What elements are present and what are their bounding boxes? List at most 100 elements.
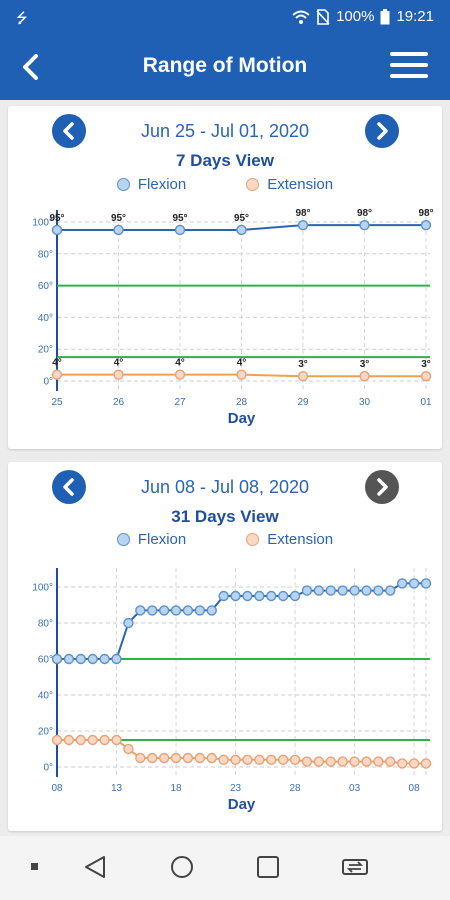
flexion-data-point <box>51 653 63 665</box>
app-header: Range of Motion <box>0 34 450 100</box>
usb-icon: ⭍ <box>16 10 28 26</box>
back-button[interactable] <box>14 50 48 84</box>
hamburger-menu-icon[interactable] <box>390 52 428 82</box>
x-tick-label: 13 <box>111 783 123 794</box>
y-tick-label: 20° <box>38 727 53 738</box>
x-tick-label: 18 <box>170 783 182 794</box>
home-circle-icon[interactable] <box>167 852 197 882</box>
y-tick-label: 80° <box>38 619 53 630</box>
y-tick-label: 100° <box>32 218 53 229</box>
flexion-series-line <box>57 582 426 660</box>
x-tick-label: 23 <box>230 783 242 794</box>
y-tick-label: 100° <box>32 583 53 594</box>
extension-data-point <box>337 756 348 767</box>
chevron-right-icon <box>377 122 388 140</box>
extension-data-point <box>373 756 384 767</box>
x-tick-label: 28 <box>236 397 248 408</box>
y-tick-label: 0° <box>43 763 53 774</box>
flexion-data-point <box>420 578 432 589</box>
view-title: 7 Days View <box>176 151 274 170</box>
previous-month-button[interactable] <box>52 470 86 504</box>
flexion-data-point <box>158 605 170 616</box>
flexion-data-point <box>182 605 194 616</box>
date-range-label: Jun 08 - Jul 08, 2020 <box>140 477 310 497</box>
wifi-icon <box>292 10 310 24</box>
chart-card-31-days: Jun 08 - Jul 08, 2020 31 Days View Flexi… <box>8 462 442 831</box>
flexion-data-point <box>113 224 124 236</box>
flexion-data-point <box>123 617 134 629</box>
flexion-data-label: 95° <box>49 213 64 224</box>
no-sim-icon <box>316 8 330 25</box>
flexion-data-label: 98° <box>418 208 433 219</box>
page-title: Range of Motion <box>142 54 308 77</box>
extension-data-point <box>99 734 110 746</box>
extension-data-point <box>301 756 313 767</box>
y-tick-label: 40° <box>38 691 53 702</box>
extension-data-point <box>63 734 75 746</box>
flexion-data-point <box>420 219 432 231</box>
extension-data-point <box>420 758 432 769</box>
flexion-legend-marker <box>116 178 130 191</box>
extension-data-point <box>361 756 372 767</box>
chart-card-7-days: Jun 25 - Jul 01, 2020 7 Days View Flexio… <box>8 106 442 449</box>
next-week-button[interactable] <box>365 114 399 148</box>
x-tick-label: 30 <box>359 397 371 408</box>
flexion-data-point <box>236 224 247 236</box>
x-axis-title: Day <box>228 796 256 813</box>
extension-data-point <box>75 734 87 746</box>
extension-data-label: 3° <box>421 359 431 370</box>
extension-data-point <box>359 371 370 382</box>
flexion-data-point <box>99 653 110 665</box>
flexion-data-point <box>51 224 63 236</box>
flexion-legend-label: Flexion <box>137 176 187 193</box>
x-tick-label: 08 <box>409 783 421 794</box>
view-title: 31 Days View <box>171 507 279 526</box>
y-tick-label: 0° <box>43 377 53 388</box>
flexion-data-point <box>266 590 277 602</box>
flexion-data-point <box>359 219 370 231</box>
extension-data-point <box>170 752 182 764</box>
switch-apps-icon[interactable] <box>340 852 370 882</box>
extension-data-label: 3° <box>298 359 308 370</box>
flexion-data-point <box>396 578 408 589</box>
extension-data-label: 4° <box>114 358 124 369</box>
extension-data-point <box>313 756 325 767</box>
extension-data-point <box>51 734 63 746</box>
flexion-data-label: 95° <box>234 213 249 224</box>
flexion-data-point <box>361 585 372 596</box>
extension-data-point <box>194 752 206 764</box>
flexion-legend-label: Flexion <box>137 531 187 548</box>
flexion-data-point <box>254 590 265 602</box>
back-triangle-icon[interactable] <box>80 852 110 882</box>
flexion-data-point <box>385 585 396 596</box>
flexion-data-point <box>75 653 87 665</box>
flexion-data-point <box>63 653 75 665</box>
dot-icon[interactable] <box>20 852 50 882</box>
extension-data-label: 4° <box>175 358 185 369</box>
extension-data-point <box>123 743 134 755</box>
chart-legend: Flexion Extension <box>8 176 442 193</box>
extension-data-point <box>266 754 277 766</box>
x-tick-label: 01 <box>420 397 432 408</box>
flexion-data-point <box>206 605 217 616</box>
flexion-data-point <box>135 605 146 616</box>
extension-data-point <box>254 754 265 766</box>
flexion-data-point <box>337 585 348 596</box>
recent-apps-icon[interactable] <box>253 852 283 882</box>
date-range-label: Jun 25 - Jul 01, 2020 <box>140 121 310 141</box>
flexion-data-point <box>174 224 186 236</box>
flexion-data-point <box>277 590 289 602</box>
flexion-data-point <box>301 585 313 596</box>
flexion-data-point <box>87 653 98 665</box>
flexion-data-point <box>297 219 309 231</box>
x-tick-label: 27 <box>174 397 186 408</box>
x-tick-label: 28 <box>290 783 302 794</box>
extension-data-point <box>289 754 301 766</box>
extension-data-point <box>218 754 229 766</box>
x-axis-title: Day <box>228 410 256 427</box>
previous-week-button[interactable] <box>52 114 86 148</box>
extension-data-point <box>277 754 289 766</box>
chevron-left-icon <box>63 122 74 140</box>
flexion-data-point <box>218 590 229 602</box>
next-month-button[interactable] <box>365 470 399 504</box>
